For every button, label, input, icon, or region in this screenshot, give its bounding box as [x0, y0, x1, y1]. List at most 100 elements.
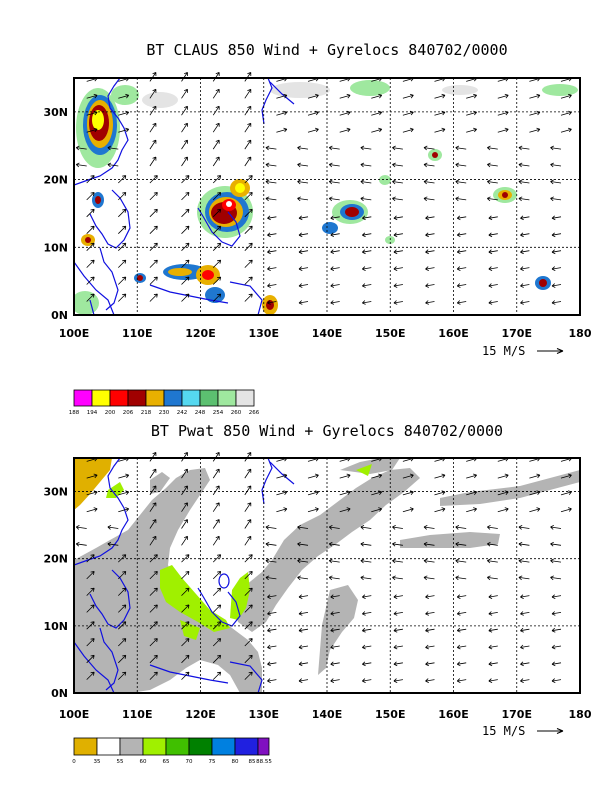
wind-vector — [362, 266, 372, 271]
wind-vector — [423, 196, 435, 202]
wind-vector — [520, 627, 530, 633]
wind-vector — [149, 519, 157, 529]
wind-vector — [529, 507, 541, 513]
wind-vector — [212, 88, 220, 99]
wind-vector — [360, 145, 372, 151]
wind-vector — [244, 156, 252, 167]
wind-vector — [86, 225, 95, 234]
wind-vector — [107, 541, 119, 547]
colorbar-swatch — [127, 389, 147, 407]
wind-vector — [86, 554, 95, 563]
wind-vector — [181, 139, 188, 150]
wind-vector — [393, 232, 403, 238]
wind-vector — [212, 468, 220, 479]
wind-vector — [244, 535, 252, 546]
colorbar-swatch — [165, 737, 190, 756]
wind-vector — [423, 541, 435, 547]
wind-vector — [244, 654, 253, 664]
wind-vector — [550, 575, 562, 581]
wind-vector — [181, 502, 188, 512]
wind-vector — [330, 594, 340, 599]
wind-vector — [267, 300, 277, 305]
wind-vector — [118, 259, 127, 268]
wind-vector — [551, 300, 562, 305]
wind-vector — [181, 105, 188, 116]
wind-vector — [393, 215, 403, 221]
wind-vector — [118, 621, 127, 630]
wind-vector — [75, 525, 87, 530]
wind-vector — [434, 110, 446, 116]
wind-vector — [181, 156, 188, 167]
wind-vector — [244, 105, 252, 116]
lon-tick: 110E — [122, 327, 152, 340]
colorbar-label: 206 — [123, 410, 134, 416]
wind-vector — [488, 266, 498, 271]
wind-vector — [181, 638, 190, 647]
wind-vector — [149, 587, 158, 596]
colorbar-label: 0 — [72, 759, 76, 765]
wind-vector — [362, 627, 372, 633]
wind-vector — [149, 156, 157, 167]
wind-vector — [551, 232, 562, 238]
wind-vector — [86, 473, 98, 479]
wind-vector — [181, 604, 190, 613]
wind-vector — [118, 571, 127, 580]
wind-vector — [267, 594, 277, 599]
wind-vector — [497, 507, 509, 513]
wind-vector — [330, 266, 340, 271]
wind-vector — [212, 192, 222, 201]
wind-vector — [488, 627, 498, 633]
wind-vector — [298, 678, 309, 683]
wind-vector — [392, 179, 403, 185]
wind-vector — [550, 196, 562, 202]
wind-vector — [118, 604, 127, 613]
wind-vector — [181, 88, 188, 99]
wind-vector — [518, 558, 530, 564]
wind-vector — [212, 175, 222, 184]
wind-vector — [307, 93, 319, 99]
wind-vector — [149, 88, 157, 99]
lon-tick: 170E — [502, 708, 532, 721]
lon-tick: 140E — [312, 327, 342, 340]
wind-vector — [107, 525, 119, 530]
wind-vector — [149, 242, 158, 251]
wind-vector — [181, 452, 188, 462]
colorbar-label: 80 — [232, 759, 239, 765]
lat-tick: 20N — [43, 174, 68, 187]
wind-vector — [181, 225, 190, 234]
wind-vector — [244, 225, 253, 234]
wind-vector — [330, 249, 340, 255]
wind-vector — [487, 525, 498, 530]
lon-tick: 150E — [375, 708, 405, 721]
wind-vector — [393, 283, 403, 288]
wind-vector — [362, 300, 372, 305]
wind-vector — [244, 571, 253, 580]
wind-vector — [149, 122, 157, 133]
wind-vector — [455, 541, 467, 547]
wind-vector — [297, 541, 309, 547]
wind-vector — [267, 215, 277, 221]
wind-vector — [149, 502, 157, 512]
wind-vector — [520, 249, 530, 255]
wind-vector — [118, 208, 127, 218]
panel-title: BT Pwat 850 Wind + Gyrelocs 840702/0000 — [151, 422, 503, 440]
lat-tick: 0N — [51, 687, 68, 700]
wind-vector — [371, 473, 383, 479]
wind-vector — [298, 611, 309, 616]
wind-vector — [244, 587, 253, 596]
wind-vector — [425, 300, 435, 305]
wind-vector — [497, 473, 509, 479]
wind-vector — [371, 507, 383, 513]
wind-vector — [393, 594, 403, 599]
wind-vector — [118, 110, 130, 116]
wind-vector — [551, 283, 562, 288]
wind-vector — [212, 535, 220, 546]
wind-vector — [212, 276, 222, 285]
wind-vector — [487, 145, 498, 151]
wind-vector — [297, 196, 309, 202]
wind-vector — [298, 300, 309, 305]
wind-vector — [402, 473, 414, 479]
wind-vector — [330, 678, 340, 683]
wind-vector — [267, 249, 277, 255]
wind-vector — [118, 587, 127, 596]
